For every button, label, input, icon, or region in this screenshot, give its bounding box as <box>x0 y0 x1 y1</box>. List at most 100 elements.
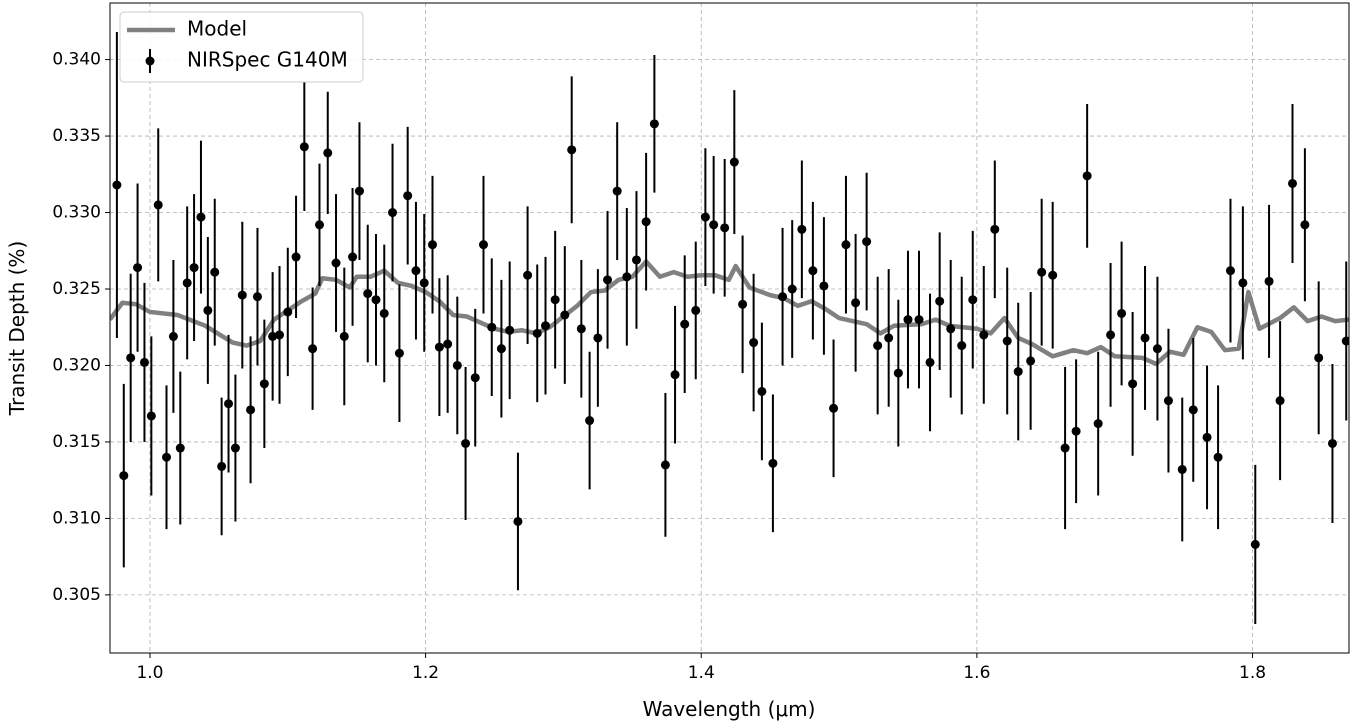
data-point <box>523 270 533 280</box>
data-point <box>314 220 324 230</box>
data-point <box>738 299 748 309</box>
data-point <box>237 290 247 300</box>
data-point <box>925 357 935 367</box>
data-point <box>819 281 829 291</box>
data-point <box>323 148 333 158</box>
data-point <box>196 212 206 222</box>
data-point <box>1300 220 1310 230</box>
data-point <box>946 324 956 334</box>
data-point <box>757 386 767 396</box>
data-point <box>182 278 192 288</box>
data-point <box>203 305 213 315</box>
y-tick-label: 0.330 <box>52 203 101 223</box>
data-point <box>388 208 398 218</box>
data-point <box>660 460 670 470</box>
data-point <box>1026 356 1036 366</box>
data-point <box>275 330 285 340</box>
y-axis-label: Transit Depth (%) <box>5 241 29 417</box>
y-tick-label: 0.335 <box>52 126 101 146</box>
data-point <box>622 272 632 282</box>
data-point <box>851 298 861 308</box>
data-point <box>709 220 719 230</box>
data-point <box>470 373 480 383</box>
data-point <box>513 516 523 526</box>
data-point <box>691 305 701 315</box>
data-point <box>1082 171 1092 181</box>
data-point <box>873 341 883 351</box>
x-tick-label: 1.2 <box>412 663 439 683</box>
data-point <box>443 339 453 349</box>
data-point <box>550 295 560 305</box>
data-point <box>452 360 462 370</box>
data-point <box>593 333 603 343</box>
plot-area <box>110 32 1349 624</box>
y-tick-label: 0.320 <box>52 355 101 375</box>
data-point <box>268 331 278 341</box>
data-point <box>371 295 381 305</box>
legend-label: NIRSpec G140M <box>187 48 348 72</box>
data-point <box>419 278 429 288</box>
data-point <box>768 458 778 468</box>
data-point <box>1140 333 1150 343</box>
data-point <box>1002 336 1012 346</box>
data-point <box>541 321 551 331</box>
y-tick-label: 0.305 <box>52 585 101 605</box>
data-point <box>1093 419 1103 429</box>
data-point <box>968 295 978 305</box>
data-point <box>1188 405 1198 415</box>
data-point <box>631 255 641 265</box>
data-point <box>1048 270 1058 280</box>
data-point <box>829 403 839 413</box>
data-point <box>1341 336 1349 346</box>
data-point <box>641 217 651 227</box>
data-point <box>139 357 149 367</box>
data-point <box>119 471 129 481</box>
data-point <box>1106 330 1116 340</box>
data-point <box>112 180 122 190</box>
data-point <box>1314 353 1324 363</box>
data-point <box>1238 278 1248 288</box>
data-point <box>224 399 234 409</box>
data-point <box>990 224 1000 234</box>
data-point <box>189 263 199 273</box>
data-point <box>246 405 256 415</box>
data-point <box>567 145 577 155</box>
data-point <box>585 416 595 426</box>
data-point <box>162 452 172 462</box>
data-point <box>729 157 739 167</box>
data-point <box>935 296 945 306</box>
data-point <box>126 353 136 363</box>
data-point <box>841 240 851 250</box>
data-point <box>175 443 185 453</box>
data-point <box>487 322 497 332</box>
data-point <box>259 379 269 389</box>
data-point <box>1013 367 1023 377</box>
data-point <box>797 224 807 234</box>
data-point <box>720 223 730 233</box>
data-point <box>1250 539 1260 549</box>
data-point <box>394 348 404 358</box>
legend-marker <box>145 56 155 66</box>
data-point <box>560 310 570 320</box>
data-point <box>1071 426 1081 436</box>
data-point <box>379 308 389 318</box>
data-point <box>612 186 622 196</box>
data-point <box>434 342 444 352</box>
data-point <box>153 200 163 210</box>
data-point <box>603 275 613 285</box>
data-point <box>576 324 586 334</box>
data-point <box>1225 266 1235 276</box>
data-point <box>461 438 471 448</box>
data-point <box>914 315 924 325</box>
data-point <box>348 252 358 262</box>
data-point <box>1213 452 1223 462</box>
data-point <box>354 186 364 196</box>
data-point <box>505 325 515 335</box>
data-point <box>427 240 437 250</box>
data-point <box>749 338 759 348</box>
y-tick-label: 0.315 <box>52 432 101 452</box>
x-tick-label: 1.4 <box>688 663 715 683</box>
y-tick-label: 0.325 <box>52 279 101 299</box>
data-point <box>478 240 488 250</box>
